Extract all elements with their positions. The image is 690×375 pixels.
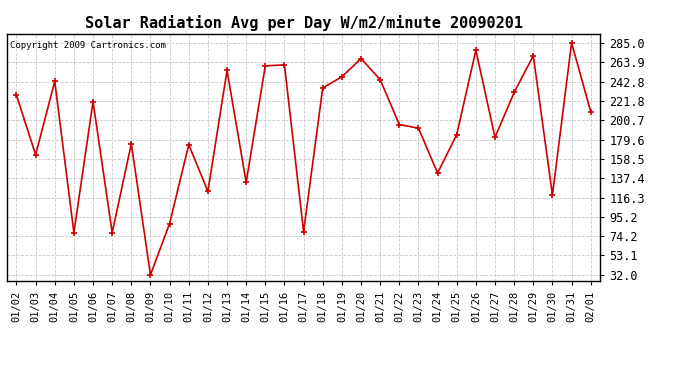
Title: Solar Radiation Avg per Day W/m2/minute 20090201: Solar Radiation Avg per Day W/m2/minute … — [85, 15, 522, 31]
Text: Copyright 2009 Cartronics.com: Copyright 2009 Cartronics.com — [10, 41, 166, 50]
